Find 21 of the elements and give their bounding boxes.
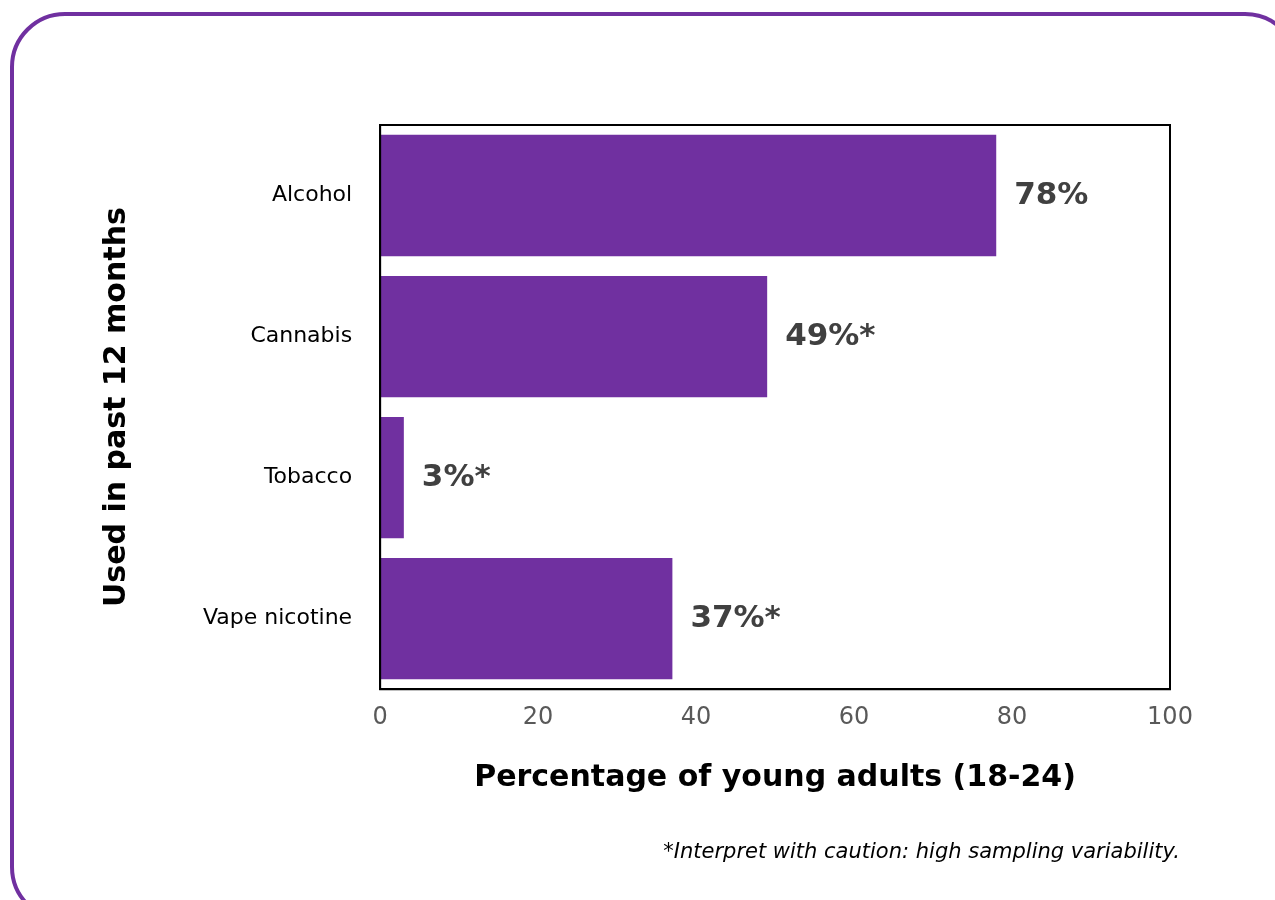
y-tick-label: Alcohol: [271, 181, 353, 207]
x-tick-label: 20: [522, 701, 554, 730]
x-tick-label: 60: [838, 701, 870, 730]
data-label: 3%*: [421, 456, 491, 493]
bar: [380, 134, 997, 257]
data-label: 49%*: [785, 315, 876, 352]
x-tick-label: 0: [372, 701, 388, 730]
text: *Interpret with caution: high sampling variability.: [663, 839, 1180, 863]
y-tick-label: Vape nicotine: [202, 604, 353, 630]
data-label: 78%: [1014, 174, 1089, 211]
data-label: 37%*: [690, 597, 781, 634]
y-tick-label: Tobacco: [262, 463, 353, 489]
bar: [380, 275, 768, 398]
x-tick-label: 40: [680, 701, 712, 730]
x-axis-title: Percentage of young adults (18-24): [474, 757, 1076, 793]
bar: [380, 558, 673, 680]
x-tick-label: 80: [996, 701, 1028, 730]
y-tick-label: Cannabis: [250, 322, 353, 348]
x-tick-label: 100: [1147, 701, 1193, 730]
y-axis-title: Used in past 12 months: [96, 207, 132, 608]
bar: [380, 416, 404, 539]
